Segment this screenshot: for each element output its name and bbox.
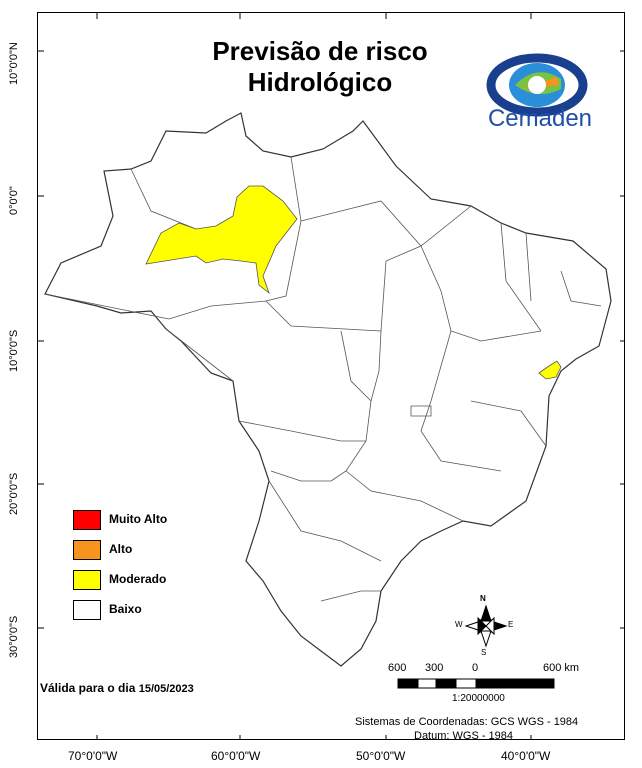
legend-swatch-orange bbox=[73, 540, 101, 560]
validity-date: 15/05/2023 bbox=[138, 683, 194, 695]
datum: Datum: WGS - 1984 bbox=[414, 730, 514, 742]
title-line-1: Previsão de risco bbox=[212, 36, 428, 66]
lon-label-50w: 50°0'0"W bbox=[356, 749, 406, 763]
legend-item-baixo: Baixo bbox=[73, 600, 213, 620]
cemaden-logo bbox=[486, 53, 588, 117]
map-title: Previsão de risco Hidrológico bbox=[160, 36, 480, 98]
legend-swatch-white bbox=[73, 600, 101, 620]
validity-prefix: Válida para o dia bbox=[40, 681, 136, 695]
lat-label-30s: 30°0'0"S bbox=[8, 615, 20, 658]
lat-label-20s: 20°0'0"S bbox=[8, 472, 20, 515]
legend-label: Baixo bbox=[109, 602, 142, 616]
legend-swatch-red bbox=[73, 510, 101, 530]
logo-text: Cemaden bbox=[487, 105, 593, 132]
south-letter: S bbox=[481, 648, 487, 657]
north-arrow bbox=[464, 604, 508, 648]
east-letter: E bbox=[508, 620, 514, 629]
west-letter: W bbox=[455, 620, 463, 629]
legend-item-alto: Alto bbox=[73, 540, 213, 560]
map-frame bbox=[37, 12, 625, 740]
north-letter: N bbox=[480, 594, 486, 603]
scale-label-600: 600 bbox=[388, 662, 407, 674]
lat-label-10n: 10°0'0"N bbox=[8, 42, 20, 85]
lon-label-60w: 60°0'0"W bbox=[211, 749, 261, 763]
moderate-region-amazonas bbox=[145, 185, 298, 295]
scale-bar bbox=[397, 678, 555, 689]
scale-ratio: 1:20000000 bbox=[452, 693, 505, 704]
legend-label: Moderado bbox=[109, 572, 167, 586]
title-line-2: Hidrológico bbox=[247, 67, 393, 97]
scale-label-0: 0 bbox=[472, 662, 479, 674]
lat-label-0: 0°0'0" bbox=[8, 186, 20, 215]
lat-label-10s: 10°0'0"S bbox=[8, 329, 20, 372]
graticule-ticks bbox=[38, 13, 624, 739]
lon-label-70w: 70°0'0"W bbox=[68, 749, 118, 763]
scale-label-600km: 600 km bbox=[543, 662, 580, 674]
validity-text: Válida para o dia 15/05/2023 bbox=[40, 681, 194, 695]
scale-label-300: 300 bbox=[425, 662, 444, 674]
coord-system: Sistemas de Coordenadas: GCS WGS - 1984 bbox=[355, 716, 579, 728]
legend-item-moderado: Moderado bbox=[73, 570, 213, 590]
legend-label: Alto bbox=[109, 542, 133, 556]
map-canvas bbox=[38, 13, 624, 739]
state-boundaries bbox=[44, 156, 602, 602]
lon-label-40w: 40°0'0"W bbox=[501, 749, 551, 763]
legend-item-muito-alto: Muito Alto bbox=[73, 510, 213, 530]
legend-swatch-yellow bbox=[73, 570, 101, 590]
legend-label: Muito Alto bbox=[109, 512, 168, 526]
moderate-region-coast bbox=[538, 360, 562, 380]
